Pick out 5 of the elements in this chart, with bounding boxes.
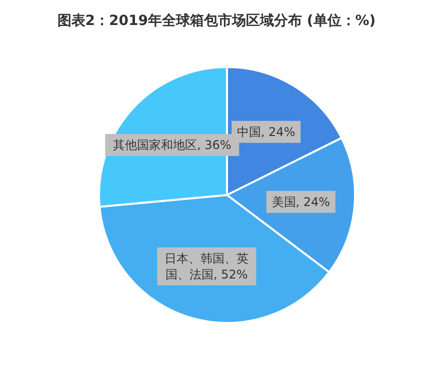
slice-label: 其他国家和地区, 36% [112, 138, 232, 152]
slice-label: 美国, 24% [272, 194, 330, 209]
chart-title: 图表2：2019年全球箱包市场区域分布 (单位：%) [56, 12, 377, 30]
slice-label: 中国, 24% [236, 124, 296, 139]
slice-label: 日本、韩国、英国、法国, 52% [164, 251, 249, 282]
